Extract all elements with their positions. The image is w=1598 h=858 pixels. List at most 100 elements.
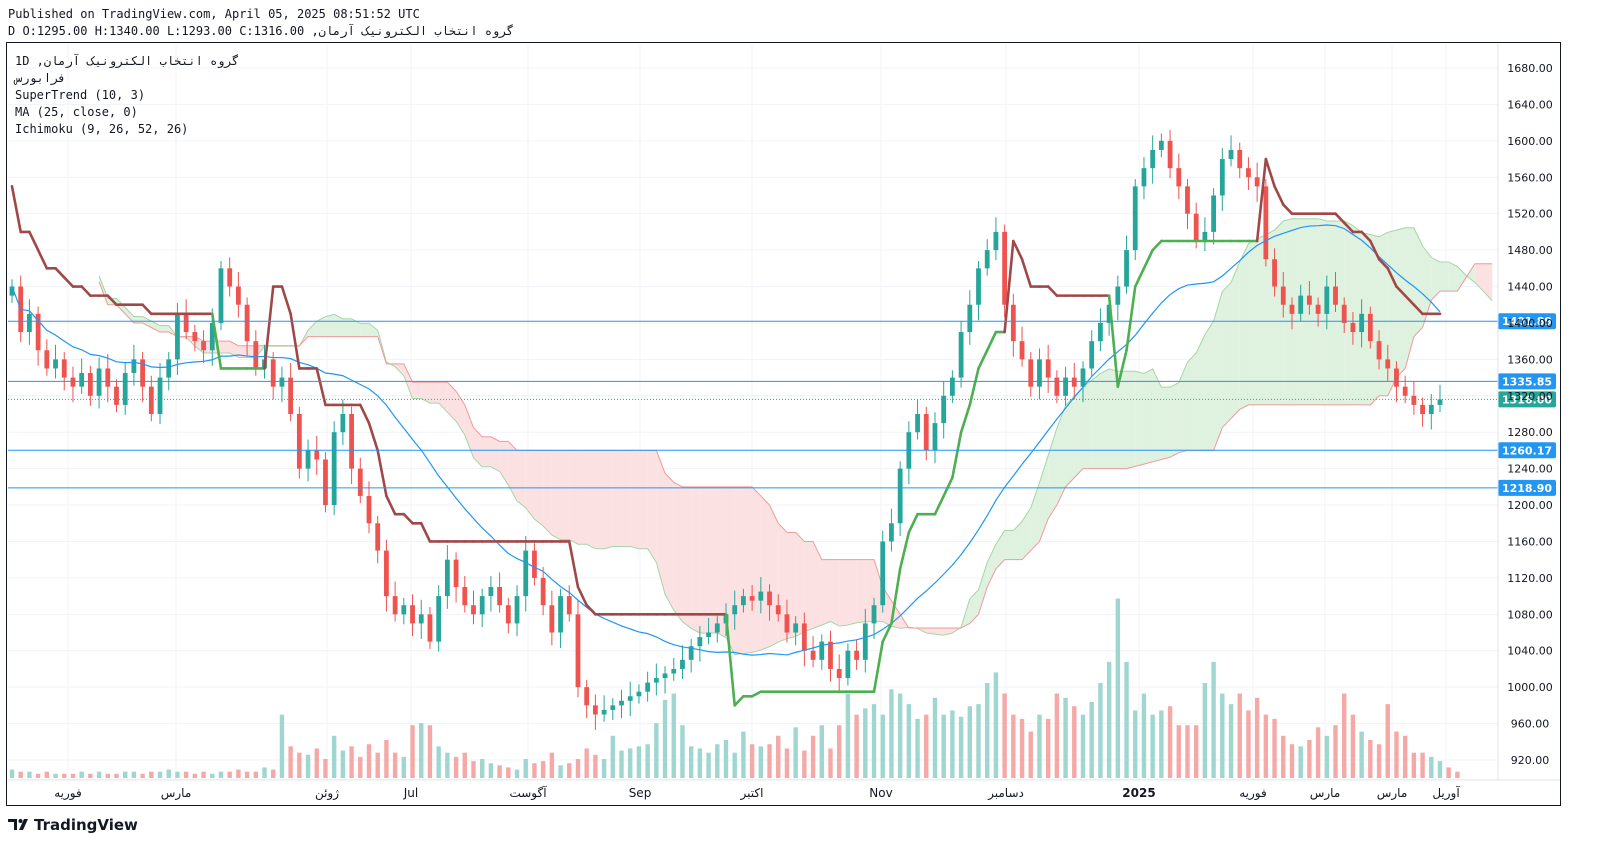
volume-bar [122, 771, 128, 778]
ichimoku-cloud-segment [586, 450, 596, 549]
volume-bar [53, 773, 58, 778]
x-tick-label: فوریه [54, 786, 82, 801]
candle [305, 450, 311, 469]
candle [836, 668, 842, 679]
candle [1341, 304, 1347, 323]
candle [993, 231, 999, 251]
candle [862, 623, 868, 660]
volume-bar [1167, 706, 1173, 778]
candle [1185, 186, 1190, 214]
ichimoku-cloud-segment [99, 275, 108, 305]
ichimoku-cloud-segment [934, 627, 944, 636]
candle [1228, 149, 1234, 160]
volume-bar [497, 765, 502, 778]
candle [610, 705, 616, 710]
volume-bar [1263, 714, 1269, 778]
candle [253, 341, 259, 369]
volume-bar [62, 773, 67, 778]
ichimoku-cloud-segment [1126, 371, 1136, 469]
volume-bar [105, 773, 110, 778]
candle [706, 632, 711, 638]
volume-bar [619, 750, 624, 778]
volume-bar [758, 746, 764, 778]
volume-bar [1446, 767, 1451, 778]
volume-bar [462, 752, 467, 778]
candle [1254, 177, 1260, 187]
candle [105, 368, 111, 387]
ichimoku-cloud-segment [830, 559, 840, 627]
candle [1324, 286, 1330, 314]
candle [1333, 286, 1338, 305]
volume-bar [1272, 718, 1277, 778]
ichimoku-cloud-segment [717, 486, 726, 638]
ichimoku-cloud-segment [665, 473, 674, 611]
candle [296, 414, 302, 469]
candle [619, 700, 624, 706]
volume-bar [784, 748, 790, 778]
supertrend-segment [280, 285, 292, 316]
x-tick-label: Nov [869, 786, 892, 800]
legend-symbol: گروه انتخاب الکترونیک آرمان, 1D [15, 54, 239, 68]
candle [1411, 395, 1417, 405]
volume-bar [1298, 746, 1303, 778]
legend-ma[interactable]: MA (25, close, 0) [15, 105, 138, 119]
volume-bar [1429, 756, 1434, 778]
supertrend-segment [1281, 203, 1294, 215]
candle [1193, 213, 1199, 241]
chart-frame[interactable] [6, 42, 1561, 806]
candle [96, 368, 102, 396]
ichimoku-cloud-segment [708, 486, 718, 633]
candle [1437, 399, 1443, 405]
volume-bar [479, 759, 485, 778]
price-label: 1335.85 [1502, 375, 1552, 388]
volume-bar [932, 697, 938, 778]
volume-bar [732, 752, 737, 778]
candle [1106, 304, 1112, 323]
ichimoku-cloud-segment [1413, 227, 1423, 337]
ichimoku-cloud-segment [1004, 530, 1014, 560]
ichimoku-cloud-segment [429, 382, 439, 404]
ichimoku-cloud-segment [1326, 220, 1336, 405]
volume-bar [1281, 735, 1286, 778]
candle [976, 268, 981, 305]
ichimoku-cloud-segment [847, 559, 857, 626]
candle [819, 641, 825, 660]
volume-bar [1045, 718, 1051, 778]
ichimoku-cloud-segment [1109, 368, 1118, 469]
candle [1150, 149, 1156, 169]
tradingview-logo[interactable]: TradingView [8, 816, 138, 835]
ichimoku-cloud-segment [116, 298, 126, 314]
candle [732, 605, 738, 615]
volume-bar [1385, 704, 1390, 778]
supertrend-segment [1369, 239, 1381, 261]
volume-bar [271, 769, 276, 778]
ichimoku-cloud-segment [1431, 257, 1440, 301]
volume-bar [1315, 727, 1321, 778]
volume-bar [741, 731, 746, 778]
volume-bar [166, 769, 171, 778]
candle [166, 359, 172, 378]
candle [897, 468, 903, 524]
ichimoku-span-b [98, 263, 1493, 629]
candle [575, 614, 581, 688]
supertrend-segment [1360, 230, 1372, 243]
ichimoku-cloud-segment [351, 318, 361, 337]
supertrend-segment [402, 512, 414, 525]
candle [53, 359, 58, 369]
volume-bar [976, 704, 981, 778]
legend-supertrend[interactable]: SuperTrend (10, 3) [15, 88, 146, 102]
volume-bar [1350, 714, 1356, 778]
candle [401, 605, 407, 615]
volume-bar [1211, 661, 1216, 778]
supertrend-segment [733, 694, 745, 707]
candle [697, 637, 703, 647]
legend-ichimoku[interactable]: Ichimoku (9, 26, 52, 26) [15, 122, 189, 136]
candle [645, 682, 651, 692]
ichimoku-cloud-segment [647, 450, 657, 563]
ichimoku-cloud-segment [1274, 220, 1284, 405]
volume-bar [227, 771, 232, 778]
candle [671, 668, 677, 674]
candle [279, 377, 285, 387]
supertrend-segment [942, 476, 954, 498]
